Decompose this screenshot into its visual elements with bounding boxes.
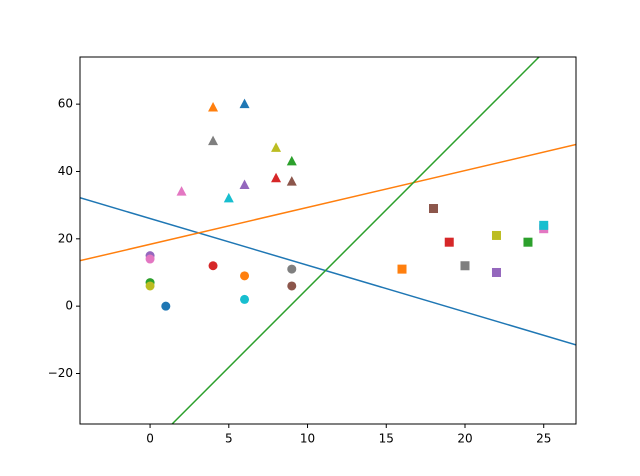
point [539, 220, 549, 230]
point [161, 301, 171, 311]
point [444, 237, 454, 247]
x-tick-label: 5 [225, 432, 233, 446]
x-tick-label: 20 [457, 432, 472, 446]
point [286, 155, 297, 166]
y-tick-label: 60 [58, 97, 73, 111]
point [239, 179, 250, 189]
point [145, 281, 155, 291]
point [491, 267, 501, 277]
point [208, 135, 219, 146]
point [523, 237, 533, 247]
point [287, 264, 297, 274]
point [271, 172, 282, 183]
x-tick-label: 0 [146, 432, 154, 446]
y-tick-label: 0 [65, 299, 73, 313]
axes-frame [79, 56, 577, 425]
y-tick-label: 20 [58, 231, 73, 245]
point [145, 254, 155, 264]
point [176, 186, 187, 196]
point [460, 261, 470, 271]
point [491, 230, 501, 240]
point [397, 264, 407, 274]
x-tick-label: 25 [536, 432, 551, 446]
y-tick-label: −20 [48, 366, 73, 380]
point [208, 261, 218, 271]
point [208, 102, 219, 112]
point [239, 98, 250, 109]
line [80, 197, 576, 346]
point [223, 192, 234, 203]
x-tick-label: 15 [379, 432, 394, 446]
line [80, 143, 576, 262]
x-tick-label: 10 [300, 432, 315, 446]
point [287, 281, 297, 291]
y-tick-label: 40 [58, 164, 73, 178]
plot-area [80, 57, 576, 424]
point [240, 271, 250, 281]
point [286, 176, 297, 186]
line [171, 57, 540, 424]
point [271, 142, 282, 152]
point [240, 294, 250, 304]
point [428, 204, 438, 214]
